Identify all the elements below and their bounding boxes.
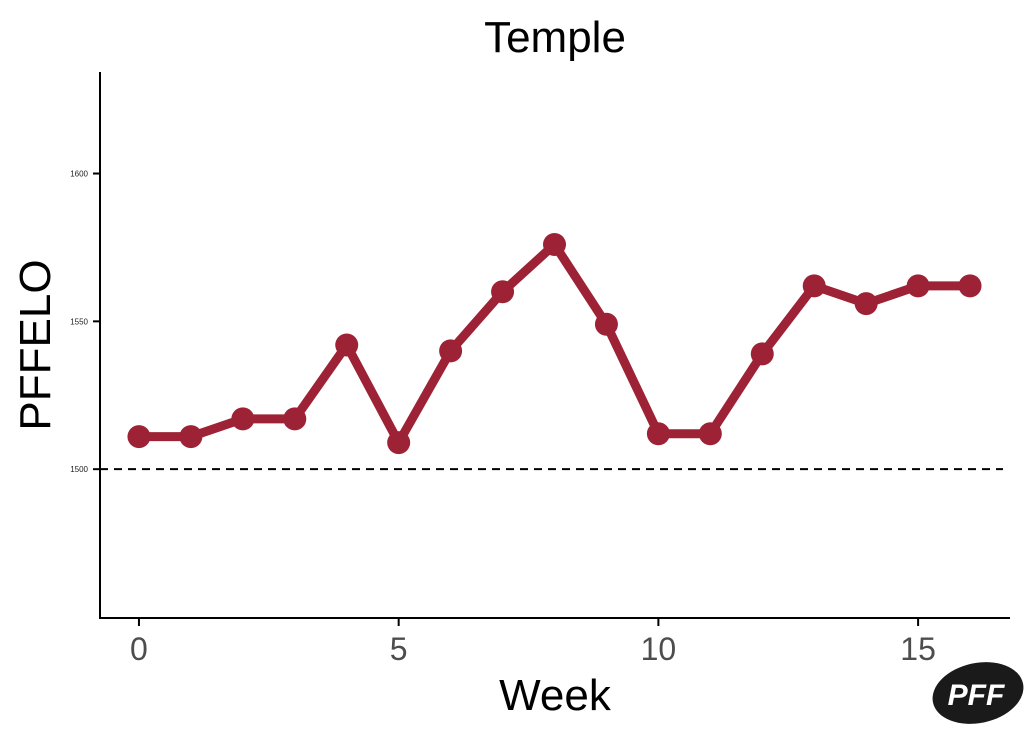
data-point-week-10 [646,422,670,446]
data-point-week-5 [387,431,411,455]
series-line [134,239,975,448]
pff-logo-shape [932,662,1024,724]
x-tick-label: 0 [130,631,148,667]
y-tick-label: 1500 [70,465,88,474]
x-tick-label: 5 [390,631,408,667]
data-point-week-15 [906,274,930,298]
data-point-week-2 [231,407,255,431]
data-point-week-12 [750,342,774,366]
data-point-week-14 [854,292,878,316]
data-point-week-13 [802,274,826,298]
x-tick-label: 15 [900,631,936,667]
pff-logo-text: PFF [948,679,1005,712]
plot-area [100,232,1003,471]
data-point-week-3 [283,407,307,431]
data-point-week-4 [335,333,359,357]
data-point-week-8 [543,232,566,256]
data-point-week-6 [439,339,463,363]
data-point-week-7 [491,280,515,304]
data-point-week-16 [958,274,982,298]
pff-logo: PFF [932,662,1024,724]
y-tick-label: 1550 [70,317,88,326]
y-axis-label: PFFELO [11,259,60,430]
x-tick-label: 10 [641,631,677,667]
data-point-week-9 [594,312,618,336]
data-point-week-11 [698,422,722,446]
y-tick-label: 1600 [70,170,88,179]
chart-title: Temple [484,13,626,62]
data-point-week-1 [179,425,203,449]
x-axis-label: Week [499,671,612,720]
data-point-week-0 [127,425,151,449]
